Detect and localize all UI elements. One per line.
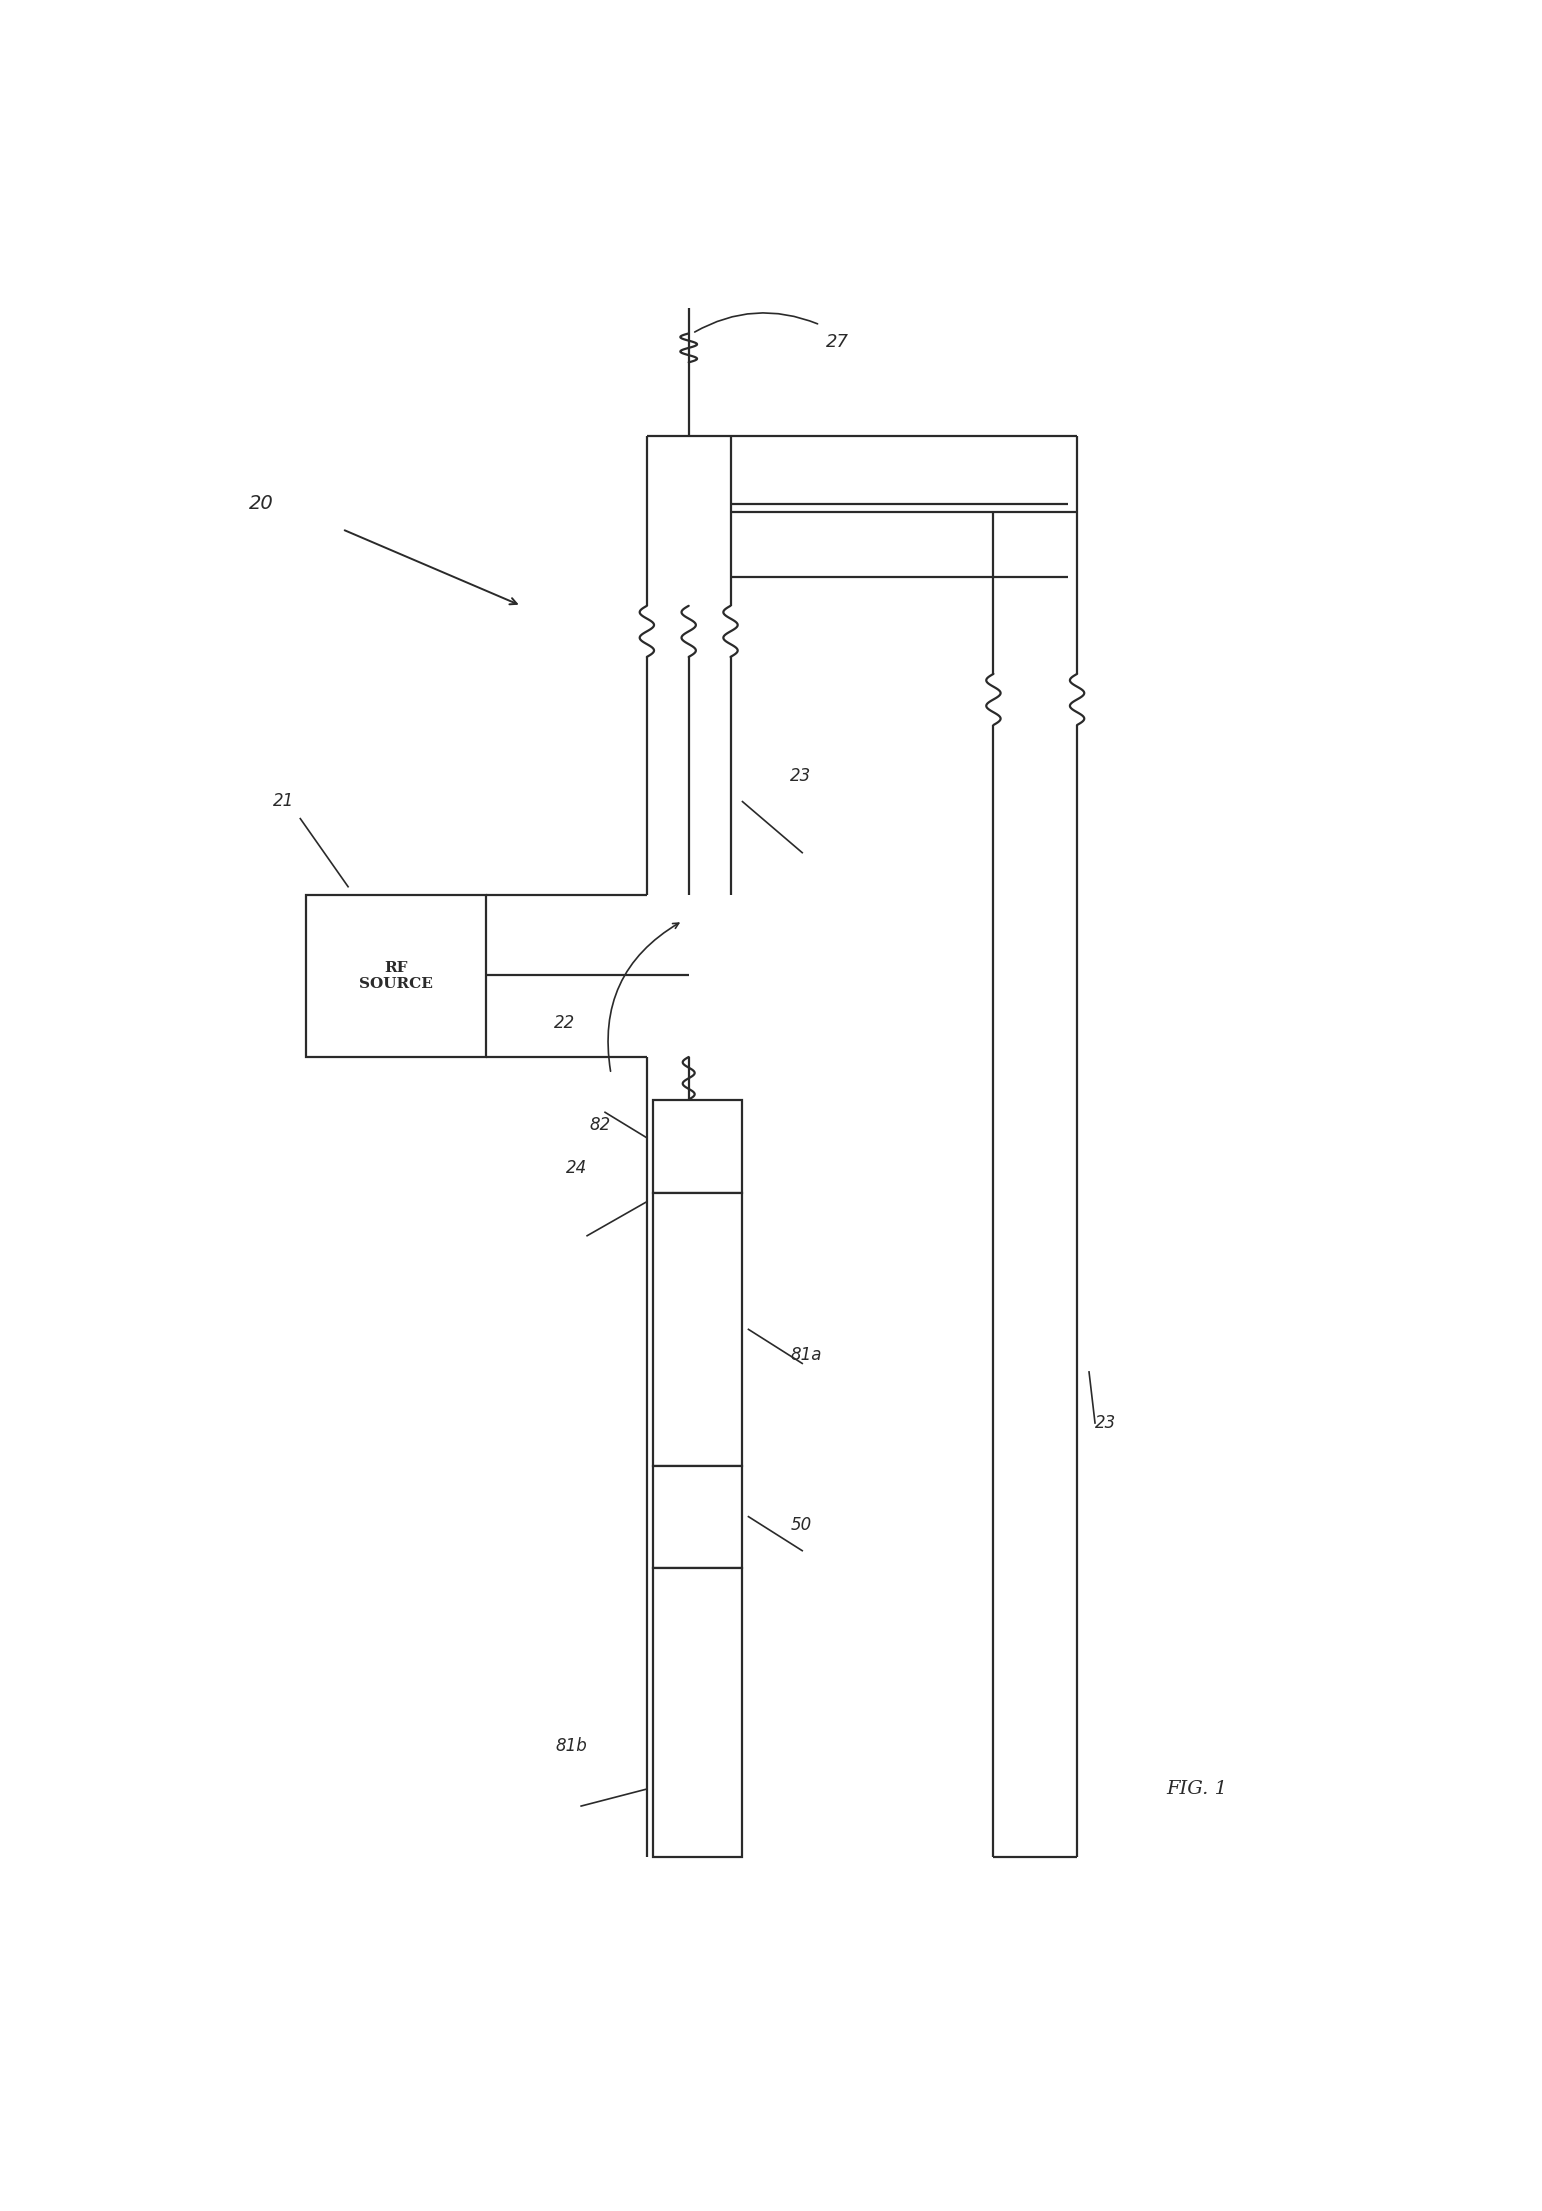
- Text: 81b: 81b: [555, 1738, 588, 1756]
- Bar: [652, 1568, 742, 1857]
- Bar: [652, 1194, 742, 1466]
- Text: 24: 24: [566, 1159, 588, 1176]
- Text: 20: 20: [250, 495, 274, 513]
- Text: RF
SOURCE: RF SOURCE: [359, 962, 433, 991]
- Text: 27: 27: [827, 334, 850, 352]
- Text: 81a: 81a: [790, 1346, 822, 1364]
- Text: 22: 22: [554, 1015, 575, 1033]
- Text: 50: 50: [790, 1517, 811, 1534]
- Bar: [652, 1099, 742, 1194]
- Text: FIG. 1: FIG. 1: [1166, 1780, 1227, 1798]
- Text: 21: 21: [273, 792, 295, 809]
- Bar: [307, 895, 486, 1057]
- Text: 82: 82: [589, 1117, 611, 1134]
- Text: 23: 23: [1095, 1415, 1116, 1433]
- Text: 23: 23: [790, 767, 811, 785]
- Bar: [652, 1466, 742, 1568]
